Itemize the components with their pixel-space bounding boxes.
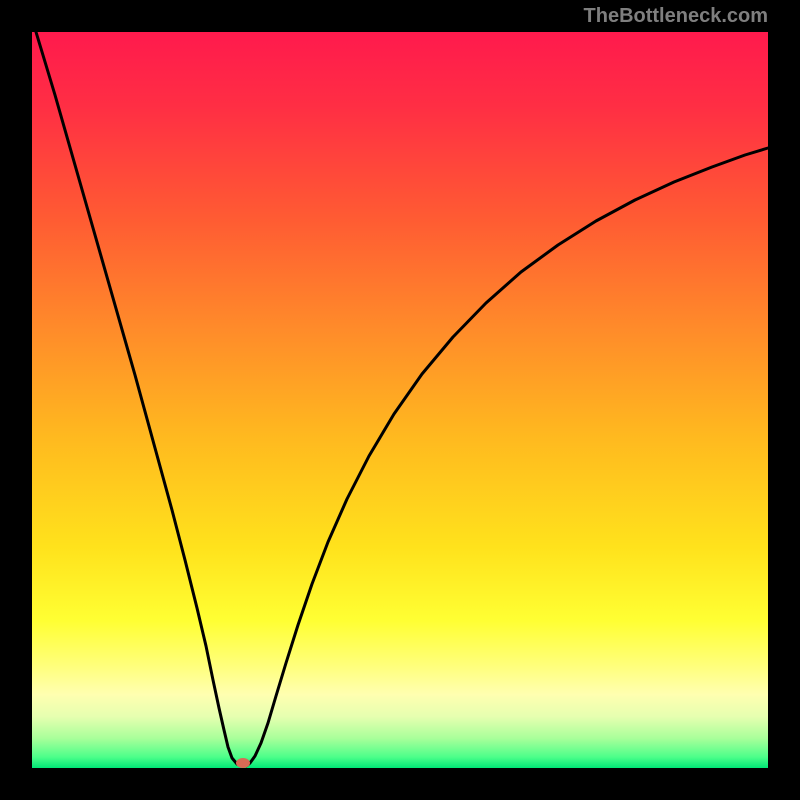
plot-area: [32, 32, 768, 768]
chart-frame: TheBottleneck.com: [0, 0, 800, 800]
attribution-text: TheBottleneck.com: [584, 5, 768, 28]
bottleneck-curve: [36, 32, 768, 766]
optimal-point-marker: [236, 758, 250, 768]
bottleneck-curve-layer: [0, 0, 800, 800]
